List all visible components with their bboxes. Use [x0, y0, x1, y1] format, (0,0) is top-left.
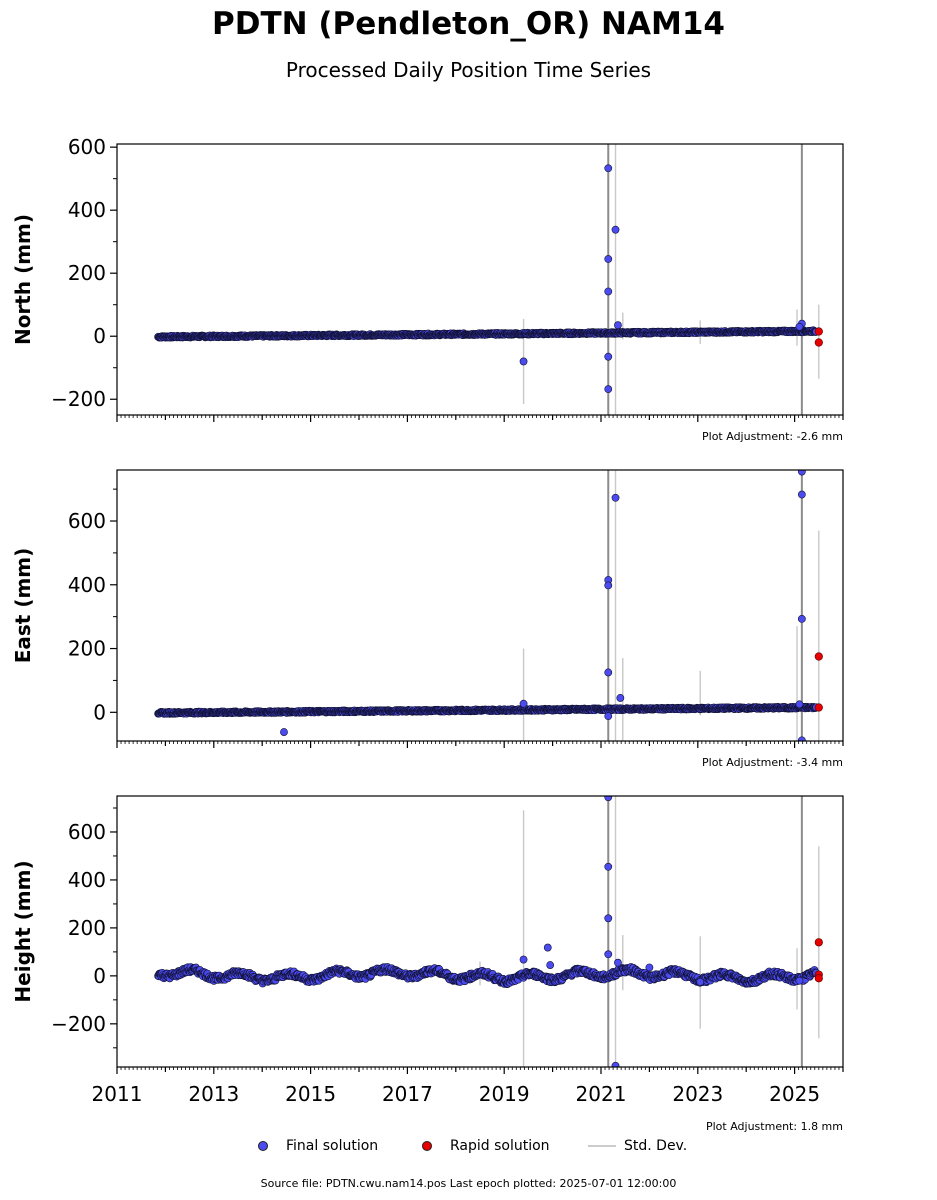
- north-panel: −200 0 200 400 600 North (mm) Plot Adjustment:…: [11, 135, 844, 443]
- east-final-point: [797, 736, 806, 741]
- north-final-point: [611, 225, 620, 234]
- height-ytick-label: 400: [68, 868, 106, 892]
- height-rapid-point: [814, 938, 823, 947]
- height-final-point: [604, 862, 613, 871]
- east-final-point: [604, 581, 613, 590]
- east-ylabel: East (mm): [11, 548, 35, 664]
- xtick-label: 2023: [672, 1082, 723, 1106]
- height-final-point: [546, 961, 555, 969]
- east-rapid-point: [814, 652, 823, 661]
- east-final-point: [795, 700, 804, 709]
- north-final-point: [519, 357, 528, 366]
- xtick-label: 2011: [92, 1082, 143, 1106]
- north-ytick-label: −200: [51, 387, 106, 411]
- east-ytick-label: 400: [68, 573, 106, 597]
- height-ytick-label: 600: [68, 820, 106, 844]
- height-final-point: [696, 977, 705, 986]
- legend-final-label: Final solution: [286, 1138, 379, 1154]
- north-final-point: [604, 352, 613, 361]
- north-final-point: [795, 322, 804, 331]
- rapid-marker-icon: [422, 1141, 432, 1151]
- height-final-point: [543, 943, 552, 952]
- east-adjustment-note: Plot Adjustment: -3.4 mm: [702, 756, 843, 769]
- xtick-label: 2015: [285, 1082, 336, 1106]
- north-final-point: [614, 321, 622, 330]
- north-rapid-point: [814, 327, 823, 336]
- height-final-point: [604, 950, 613, 959]
- east-ytick-label: 200: [68, 637, 106, 661]
- height-ytick-label: 0: [93, 964, 106, 988]
- source-footer: Source file: PDTN.cwu.nam14.pos Last epo…: [260, 1177, 677, 1190]
- xtick-label: 2013: [188, 1082, 239, 1106]
- xtick-label: 2019: [479, 1082, 530, 1106]
- east-final-point: [604, 668, 613, 677]
- north-final-point: [604, 164, 613, 173]
- height-panel: −200 0 200 400 600 2011 2013 2015 2017 2019 2021 20…: [11, 795, 844, 1133]
- east-panel: 0 200 400 600 East (mm) Plot Adjustment: -3.4…: [11, 469, 844, 769]
- east-final-point: [797, 490, 806, 499]
- chart-title: PDTN (Pendleton_OR) NAM14: [212, 6, 725, 42]
- east-ytick-label: 0: [93, 700, 106, 724]
- xtick-label: 2021: [576, 1082, 627, 1106]
- north-ytick-label: 600: [68, 135, 106, 159]
- height-adjustment-note: Plot Adjustment: 1.8 mm: [706, 1120, 843, 1133]
- east-ytick-label: 600: [68, 509, 106, 533]
- final-marker-icon: [258, 1141, 268, 1151]
- north-final-point: [604, 287, 613, 296]
- north-plot-area: [154, 144, 823, 415]
- east-final-point: [604, 712, 613, 721]
- north-final-point: [604, 385, 613, 394]
- height-rapid-point: [814, 974, 823, 983]
- xtick-label: 2025: [769, 1082, 820, 1106]
- east-final-point: [519, 699, 528, 708]
- east-final-point: [611, 493, 620, 502]
- east-final-point: [797, 614, 806, 623]
- height-ylabel: Height (mm): [11, 860, 35, 1002]
- north-final-series: [154, 326, 821, 342]
- north-frame: [116, 143, 844, 416]
- north-final-point: [604, 255, 613, 263]
- height-final-point: [645, 963, 654, 972]
- height-ytick-label: −200: [51, 1012, 106, 1036]
- height-ytick-label: 200: [68, 916, 106, 940]
- legend-final: Final solution: [258, 1138, 378, 1154]
- stddev-line-icon: [588, 1145, 616, 1147]
- height-frame: [116, 795, 844, 1068]
- north-ytick-label: 400: [68, 198, 106, 222]
- east-final-point: [797, 470, 806, 476]
- north-ytick-label: 200: [68, 261, 106, 285]
- east-final-point: [280, 728, 288, 736]
- legend-stddev: Std. Dev.: [588, 1138, 687, 1154]
- height-final-point: [519, 955, 528, 964]
- height-final-point: [614, 958, 622, 967]
- east-rapid-point: [814, 703, 823, 712]
- height-final-point: [795, 976, 804, 985]
- chart-subtitle: Processed Daily Position Time Series: [285, 58, 652, 82]
- height-plot-area: [154, 796, 823, 1067]
- east-frame: [116, 469, 844, 742]
- height-final-point: [604, 914, 613, 923]
- east-final-point: [616, 694, 625, 702]
- legend-stddev-label: Std. Dev.: [624, 1138, 688, 1154]
- north-rapid-point: [814, 338, 823, 347]
- north-ylabel: North (mm): [11, 214, 35, 345]
- east-plot-area: [154, 470, 823, 741]
- legend-rapid-label: Rapid solution: [450, 1138, 550, 1154]
- height-final-series: [154, 963, 821, 988]
- north-adjustment-note: Plot Adjustment: -2.6 mm: [702, 430, 843, 443]
- height-final-point: [604, 796, 613, 802]
- legend-rapid: Rapid solution: [422, 1138, 550, 1154]
- east-final-series: [154, 702, 821, 718]
- xtick-label: 2017: [382, 1082, 433, 1106]
- legend: Final solution Rapid solution Std. Dev.: [0, 1138, 937, 1158]
- north-ytick-label: 0: [93, 324, 106, 348]
